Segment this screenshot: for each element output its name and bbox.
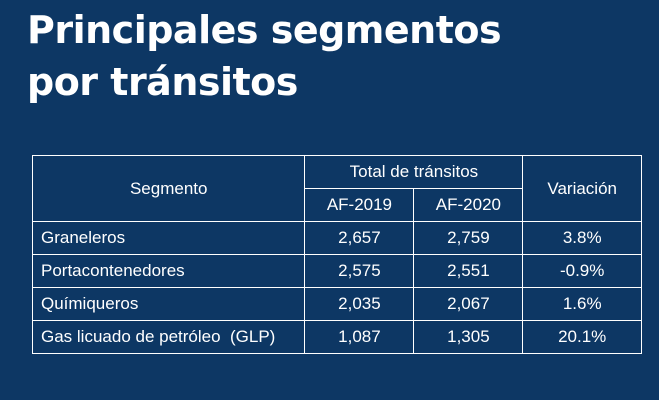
variation-value: -0.9% bbox=[522, 254, 642, 288]
transits-2020: 2,067 bbox=[413, 287, 524, 321]
header-variation: Variación bbox=[522, 155, 642, 222]
header-total-transits: Total de tránsitos bbox=[304, 155, 524, 189]
transits-2019: 1,087 bbox=[304, 320, 415, 354]
transits-2020: 1,305 bbox=[413, 320, 524, 354]
header-year-2020: AF-2020 bbox=[413, 188, 524, 222]
header-segment: Segmento bbox=[31, 155, 306, 222]
table-row: Químiqueros 2,035 2,067 1.6% bbox=[31, 287, 642, 321]
title-line-1: Principales segmentos bbox=[27, 8, 502, 52]
transits-2020: 2,759 bbox=[413, 221, 524, 255]
segment-name: Portacontenedores bbox=[31, 254, 306, 288]
variation-value: 20.1% bbox=[522, 320, 642, 354]
variation-value: 3.8% bbox=[522, 221, 642, 255]
table-row: Portacontenedores 2,575 2,551 -0.9% bbox=[31, 254, 642, 288]
transits-2020: 2,551 bbox=[413, 254, 524, 288]
segment-name: Gas licuado de petróleo (GLP) bbox=[31, 320, 306, 354]
page-title: Principales segmentos por tránsitos bbox=[27, 4, 502, 108]
table-subheader-row: AF-2019 AF-2020 bbox=[33, 188, 642, 222]
table-row: Gas licuado de petróleo (GLP) 1,087 1,30… bbox=[31, 320, 642, 354]
transits-2019: 2,575 bbox=[304, 254, 415, 288]
variation-value: 1.6% bbox=[522, 287, 642, 321]
segment-name: Graneleros bbox=[31, 221, 306, 255]
table-row: Graneleros 2,657 2,759 3.8% bbox=[31, 221, 642, 255]
transits-2019: 2,035 bbox=[304, 287, 415, 321]
segments-table: Segmento Total de tránsitos Variación AF… bbox=[31, 155, 642, 354]
title-line-2: por tránsitos bbox=[27, 60, 298, 104]
segment-name: Químiqueros bbox=[31, 287, 306, 321]
table-header-row: Segmento Total de tránsitos Variación bbox=[31, 155, 642, 222]
header-year-2019: AF-2019 bbox=[304, 188, 415, 222]
transits-2019: 2,657 bbox=[304, 221, 415, 255]
